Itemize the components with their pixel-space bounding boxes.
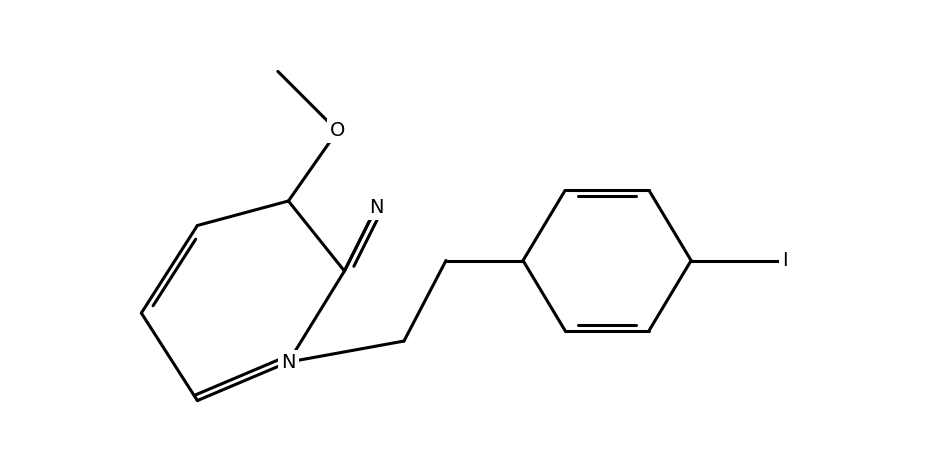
- Text: N: N: [369, 198, 383, 218]
- Text: O: O: [330, 121, 346, 141]
- Text: I: I: [782, 251, 787, 270]
- Text: N: N: [281, 353, 296, 371]
